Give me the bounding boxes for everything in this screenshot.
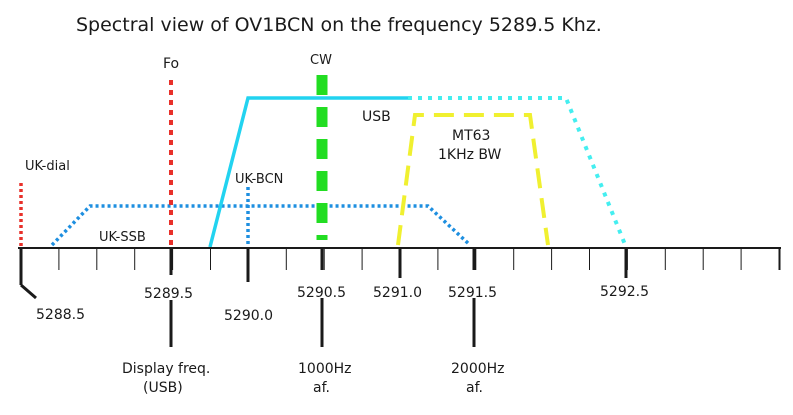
af2000-note: 2000Hz: [451, 361, 505, 377]
af2000-af-note: af.: [466, 380, 483, 396]
uk-ssb-passband: [50, 204, 472, 247]
af1000-note: 1000Hz: [298, 361, 352, 377]
fo-label: Fo: [163, 56, 179, 72]
freq-label-5290-0: 5290.0: [224, 308, 273, 324]
freq-label-5291-0: 5291.0: [373, 285, 422, 301]
diagram-title: Spectral view of OV1BCN on the frequency…: [76, 14, 602, 36]
uk-bcn-label: UK-BCN: [235, 172, 283, 187]
uk-dial-label: UK-dial: [25, 159, 70, 174]
cw-label: CW: [310, 53, 332, 68]
af1000-af-note: af.: [313, 380, 330, 396]
freq-label-5291-5: 5291.5: [448, 285, 497, 301]
usb-passband-dotted: [408, 96, 628, 248]
usb-label: USB: [362, 109, 391, 125]
freq-label-5292-5: 5292.5: [600, 284, 649, 300]
freq-label-5290-5: 5290.5: [297, 285, 346, 301]
freq-label-5289-5: 5289.5: [144, 286, 193, 302]
display-freq-note: Display freq.: [122, 361, 210, 377]
mt63-bw-label: 1KHz BW: [438, 147, 502, 163]
tick-5288-5-connector: [20, 283, 37, 300]
mt63-passband: [396, 113, 550, 246]
display-freq-usb-note: (USB): [143, 380, 183, 396]
usb-passband-solid: [208, 96, 408, 248]
freq-label-5288-5: 5288.5: [36, 307, 85, 323]
mt63-label: MT63: [452, 128, 490, 144]
uk-ssb-label: UK-SSB: [99, 230, 146, 245]
